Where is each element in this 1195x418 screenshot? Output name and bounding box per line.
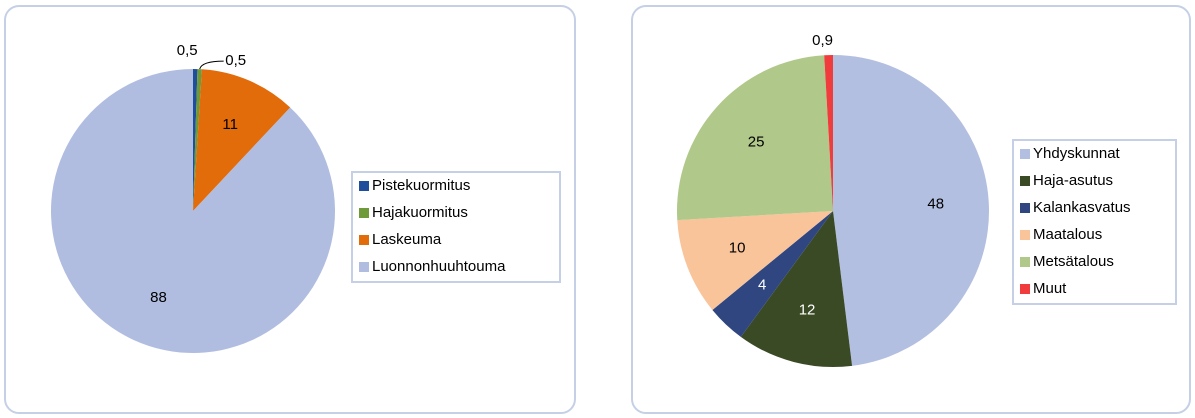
legend-label: Yhdyskunnat xyxy=(1033,145,1121,162)
legend-label: Hajakuormitus xyxy=(372,204,468,221)
data-label: 88 xyxy=(150,289,167,306)
pie-slice xyxy=(824,55,833,211)
data-label: 25 xyxy=(748,133,765,150)
legend-label: Maatalous xyxy=(1033,226,1102,243)
legend-label: Metsätalous xyxy=(1033,253,1114,270)
legend-label: Pistekuormitus xyxy=(372,177,470,194)
pie-slice xyxy=(193,69,198,211)
pie-slice xyxy=(193,69,202,211)
data-label: 4 xyxy=(758,277,766,294)
legend-swatch xyxy=(1020,257,1030,267)
data-label: 10 xyxy=(729,239,746,256)
pie-slice xyxy=(677,55,833,221)
pie-slice xyxy=(712,211,833,337)
legend-swatch xyxy=(359,208,369,218)
legend-box xyxy=(351,171,561,283)
data-label: 48 xyxy=(927,196,944,213)
legend-swatch xyxy=(359,181,369,191)
legend-label: Kalankasvatus xyxy=(1033,199,1131,216)
data-label: 12 xyxy=(799,302,816,319)
legend-swatch xyxy=(1020,230,1030,240)
legend-swatch xyxy=(1020,284,1030,294)
data-label: 0,5 xyxy=(177,42,198,59)
legend-swatch xyxy=(359,262,369,272)
pie-slice xyxy=(677,211,833,310)
legend-swatch xyxy=(1020,203,1030,213)
pie-slice xyxy=(50,69,335,353)
data-label: 0,9 xyxy=(812,32,833,49)
data-label: 11 xyxy=(222,116,238,133)
legend-swatch xyxy=(359,235,369,245)
legend-swatch xyxy=(1020,176,1030,186)
data-label: 0,5 xyxy=(225,52,246,69)
legend-label: Haja-asutus xyxy=(1033,172,1113,189)
leader-line xyxy=(199,60,224,70)
pie-slice xyxy=(833,55,990,366)
legend-box xyxy=(1012,139,1177,305)
legend-label: Muut xyxy=(1033,280,1067,297)
legend-swatch xyxy=(1020,149,1030,159)
legend-label: Luonnonhuuhtouma xyxy=(372,258,506,275)
pie-slice xyxy=(193,69,291,211)
legend-label: Laskeuma xyxy=(372,231,442,248)
pie-slice xyxy=(740,211,853,367)
